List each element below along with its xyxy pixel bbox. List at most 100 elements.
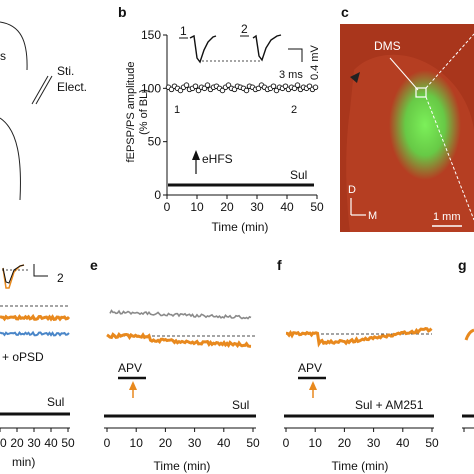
panel-d-condition: + oPSD — [2, 350, 44, 364]
scale-voltage: 0.4 mV — [309, 44, 321, 80]
panel-b-ylabel-2: (% of BL) — [138, 89, 150, 135]
data-point — [312, 84, 319, 91]
x-tick-label: 10 — [190, 200, 204, 214]
panel-e-drug: Sul — [232, 398, 249, 412]
tissue-notch — [350, 72, 360, 83]
data-point — [291, 85, 298, 92]
panel-f: f APV Sul + AM251 0 10 20 30 40 50 Time (min) — [277, 257, 439, 473]
data-point — [273, 87, 280, 94]
panel-e-orange-series — [106, 331, 252, 349]
y-tick-label: 150 — [141, 28, 161, 42]
data-point — [168, 86, 175, 93]
panel-e-x-ticks: 0 10 20 30 40 50 — [104, 428, 260, 450]
trace-1 — [189, 34, 217, 64]
x-tick-label: 20 — [159, 436, 173, 450]
ehfs-label: eHFS — [202, 152, 233, 166]
y-tick-label: 0 — [154, 188, 161, 202]
panel-b-label: b — [118, 4, 127, 20]
point-label-1: 1 — [174, 104, 180, 116]
panel-d-trace-orange — [2, 264, 25, 289]
panel-g: g — [458, 257, 474, 432]
trace-2 — [252, 34, 282, 62]
x-tick-label: 30 — [27, 436, 41, 450]
x-tick-label: 50 — [61, 436, 75, 450]
x-tick-label: 20 — [338, 436, 352, 450]
x-tick-label: 40 — [44, 436, 58, 450]
data-point — [282, 83, 289, 89]
x-tick-label: 40 — [217, 436, 231, 450]
ehfs-arrow-head — [192, 150, 200, 160]
data-point — [243, 87, 250, 94]
x-tick-label: 50 — [425, 436, 439, 450]
data-point — [204, 82, 211, 88]
dms-label: DMS — [374, 39, 401, 53]
panel-d-xlabel: min) — [12, 455, 35, 469]
panel-b-ylabel-1: fEPSP/PS amplitude — [125, 62, 137, 163]
panel-b: b fEPSP/PS amplitude (% of BL) 150100500… — [118, 4, 324, 234]
slice-outline-top — [0, 21, 28, 71]
fluorescence-region — [389, 70, 461, 180]
panel-d-blue-series — [0, 330, 70, 337]
x-tick-label: 20 — [220, 200, 234, 214]
scale-time: 3 ms — [279, 69, 303, 81]
x-tick-label: 30 — [250, 200, 264, 214]
x-tick-label: 30 — [188, 436, 202, 450]
data-point — [183, 82, 190, 88]
orient-m: M — [368, 210, 377, 222]
data-point — [255, 85, 262, 92]
data-point — [201, 85, 208, 92]
x-tick-label: 40 — [280, 200, 294, 214]
panel-e-xlabel: Time (min) — [154, 459, 211, 473]
panel-b-y-ticks: 150 100 50 0 — [141, 28, 167, 202]
panel-e-apv: APV — [118, 361, 142, 375]
blue-trace — [0, 330, 70, 337]
data-point — [270, 83, 277, 89]
panel-f-label: f — [277, 257, 282, 273]
point-label-2: 2 — [291, 104, 297, 116]
panel-d-scale-bar — [33, 264, 48, 277]
panel-f-arrow-head — [309, 381, 317, 390]
panel-c-label: c — [341, 4, 349, 20]
panel-b-xlabel: Time (min) — [212, 220, 269, 234]
panel-d-trace-black — [2, 264, 25, 284]
orange-trace — [285, 327, 433, 348]
orange-trace — [106, 331, 252, 349]
panel-c: c DMS D M 1 mm — [340, 4, 474, 232]
x-tick-label: 0 — [283, 436, 290, 450]
gray-trace — [109, 309, 252, 320]
panel-d-trace-label: 2 — [57, 271, 64, 285]
panel-e-arrow-head — [129, 381, 137, 390]
x-tick-label: 0 — [164, 200, 171, 214]
data-point — [225, 82, 232, 88]
x-tick-label: 10 — [130, 436, 144, 450]
panel-f-xlabel: Time (min) — [332, 459, 389, 473]
x-tick-label: 50 — [310, 200, 324, 214]
orient-d: D — [348, 184, 356, 196]
panel-d-drug: Sul — [47, 395, 64, 409]
y-tick-label: 100 — [141, 81, 161, 95]
x-tick-label: 40 — [396, 436, 410, 450]
panel-f-orange-series — [285, 327, 433, 348]
panel-e: e APV Sul 0 10 20 30 40 50 Time (min) — [90, 257, 260, 473]
data-point — [231, 86, 238, 93]
electrode-line-1 — [31, 75, 49, 105]
dms-pointer — [389, 57, 419, 91]
image-scale-label: 1 mm — [433, 211, 461, 223]
panel-b-points — [165, 82, 319, 94]
electrode-label-1: Sti. — [57, 64, 74, 78]
panel-g-label: g — [458, 257, 467, 273]
recording-box — [415, 87, 427, 98]
panel-b-x-ticks: 0 10 20 30 40 50 — [164, 195, 324, 214]
slice-outline-bottom — [0, 117, 21, 201]
panel-e-label: e — [90, 257, 98, 273]
x-tick-label: 20 — [10, 436, 24, 450]
panel-a-partial-text: s — [0, 49, 6, 63]
panel-f-apv: APV — [298, 361, 322, 375]
x-tick-label: 10 — [309, 436, 323, 450]
electrode-line-2 — [35, 75, 53, 105]
y-tick-label: 50 — [148, 135, 162, 149]
x-tick-label: 30 — [367, 436, 381, 450]
